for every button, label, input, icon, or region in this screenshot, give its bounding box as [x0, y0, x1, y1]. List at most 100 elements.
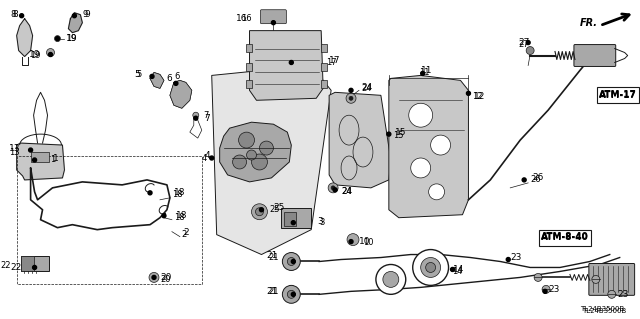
Polygon shape: [212, 65, 331, 255]
Circle shape: [54, 36, 60, 41]
Text: 2: 2: [184, 228, 189, 237]
Text: 3: 3: [317, 217, 323, 226]
Circle shape: [255, 208, 264, 216]
Polygon shape: [68, 13, 83, 33]
Text: 8: 8: [13, 10, 19, 19]
Text: 9: 9: [83, 10, 88, 19]
Circle shape: [526, 41, 530, 45]
Bar: [321, 63, 327, 71]
Text: 17: 17: [326, 58, 337, 67]
Text: 4: 4: [204, 151, 210, 160]
Circle shape: [291, 292, 295, 296]
Text: ATM-17: ATM-17: [599, 90, 637, 99]
Text: 21: 21: [269, 287, 280, 296]
Circle shape: [152, 275, 156, 279]
Circle shape: [20, 14, 24, 18]
Circle shape: [232, 155, 246, 169]
Text: TL24B3500B: TL24B3500B: [580, 306, 624, 312]
Bar: [246, 44, 252, 52]
Text: FR.: FR.: [580, 18, 598, 28]
Circle shape: [592, 275, 600, 283]
FancyBboxPatch shape: [597, 87, 639, 103]
Text: 14: 14: [452, 265, 464, 274]
Text: 15: 15: [393, 130, 403, 140]
Circle shape: [420, 71, 425, 75]
Circle shape: [33, 265, 36, 270]
Circle shape: [467, 91, 470, 95]
Text: 27: 27: [518, 38, 529, 47]
Circle shape: [252, 204, 268, 220]
Text: TL24B3500B: TL24B3500B: [582, 308, 626, 314]
Text: 15: 15: [395, 128, 406, 137]
Text: 18: 18: [172, 190, 182, 199]
Circle shape: [194, 116, 198, 120]
Text: 6: 6: [174, 72, 179, 81]
Text: 24: 24: [341, 187, 353, 196]
Circle shape: [411, 158, 431, 178]
Text: 16: 16: [236, 14, 248, 23]
Text: 27: 27: [518, 40, 529, 49]
Circle shape: [349, 88, 353, 92]
Text: 17: 17: [329, 56, 340, 65]
Bar: [20, 256, 33, 271]
Bar: [246, 63, 252, 71]
Circle shape: [328, 183, 338, 193]
Polygon shape: [170, 80, 192, 108]
FancyBboxPatch shape: [282, 208, 311, 228]
Text: 25: 25: [273, 203, 285, 212]
Text: 12: 12: [474, 92, 486, 101]
Text: 4: 4: [202, 153, 207, 162]
Text: 5: 5: [134, 70, 140, 79]
Text: 26: 26: [532, 174, 543, 182]
Circle shape: [72, 14, 76, 18]
Circle shape: [287, 290, 295, 298]
Text: 10: 10: [359, 237, 371, 246]
Circle shape: [333, 188, 337, 192]
Text: 7: 7: [204, 114, 209, 123]
Circle shape: [349, 240, 353, 244]
Circle shape: [331, 186, 335, 190]
Text: 3: 3: [319, 218, 324, 227]
Circle shape: [526, 47, 534, 55]
Circle shape: [246, 150, 257, 160]
FancyBboxPatch shape: [284, 212, 296, 226]
Circle shape: [349, 96, 353, 100]
Bar: [246, 80, 252, 88]
FancyBboxPatch shape: [589, 263, 635, 295]
Circle shape: [252, 154, 268, 170]
Text: 23: 23: [548, 285, 559, 294]
Circle shape: [291, 221, 295, 225]
Circle shape: [413, 249, 449, 286]
Circle shape: [409, 103, 433, 127]
Bar: [321, 80, 327, 88]
Circle shape: [239, 132, 255, 148]
Polygon shape: [329, 92, 391, 188]
Text: ATM-8-40: ATM-8-40: [541, 232, 589, 241]
Text: 2: 2: [182, 230, 187, 239]
Circle shape: [291, 260, 295, 263]
Bar: [31, 152, 49, 162]
Circle shape: [259, 208, 264, 212]
Circle shape: [287, 257, 295, 265]
Text: ATM-17: ATM-17: [599, 91, 637, 100]
Circle shape: [534, 273, 542, 281]
Text: 12: 12: [472, 92, 483, 101]
Circle shape: [29, 148, 33, 152]
Text: 8: 8: [11, 10, 16, 19]
Text: 6: 6: [166, 74, 172, 83]
Circle shape: [426, 263, 436, 272]
Circle shape: [174, 81, 178, 85]
Text: 24: 24: [341, 187, 351, 196]
Circle shape: [387, 132, 391, 136]
Text: 14: 14: [452, 267, 463, 276]
Bar: [20, 256, 49, 271]
Bar: [321, 44, 327, 52]
Text: 22: 22: [0, 261, 11, 270]
Circle shape: [150, 74, 154, 78]
Circle shape: [193, 112, 199, 118]
Circle shape: [346, 93, 356, 103]
Text: 19: 19: [30, 51, 40, 60]
Text: 19: 19: [67, 34, 77, 43]
Text: 23: 23: [618, 290, 629, 299]
Text: 26: 26: [530, 175, 541, 184]
